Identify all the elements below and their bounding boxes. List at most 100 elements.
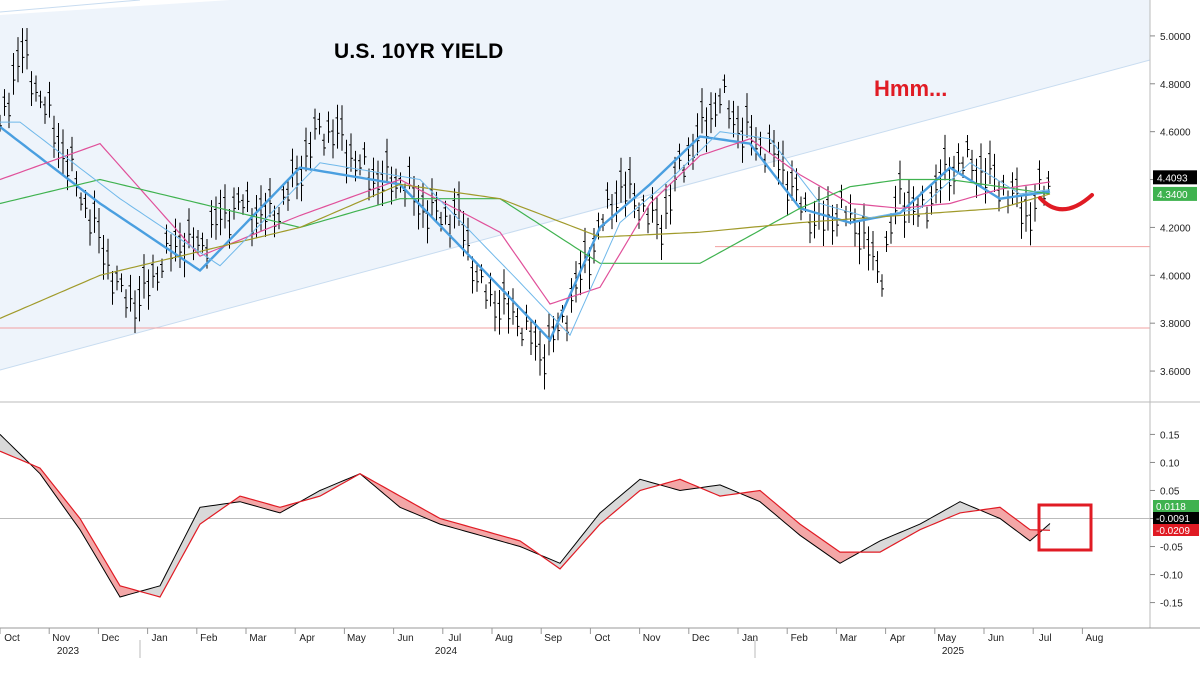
osc-fill-segment — [215, 504, 220, 514]
osc-fill-segment — [490, 532, 495, 540]
osc-fill-segment — [315, 490, 320, 498]
osc-fill-segment — [745, 491, 750, 498]
chart-title: U.S. 10YR YIELD — [334, 40, 504, 63]
osc-fill-segment — [1025, 525, 1030, 541]
osc-fill-segment — [200, 506, 205, 525]
osc-fill-segment — [715, 484, 720, 497]
price-tag-label: 4.3400 — [1157, 190, 1188, 201]
osc-fill-segment — [820, 538, 825, 553]
signal-line — [0, 450, 1051, 598]
price-tick-label: 4.0000 — [1160, 271, 1191, 282]
osc-fill-segment — [250, 498, 255, 506]
price-last-value-tag: 4.3400 — [1153, 186, 1197, 201]
month-label: May — [937, 633, 956, 644]
osc-fill-segment — [245, 497, 250, 505]
osc-fill-segment — [970, 505, 975, 512]
osc-fill-segment — [405, 498, 410, 512]
osc-fill-segment — [40, 468, 45, 481]
osc-fill-segment — [205, 505, 210, 521]
osc-fill-segment — [175, 546, 180, 570]
osc-fill-segment — [410, 501, 415, 514]
axes: 5.00004.80004.60004.40004.20004.00003.80… — [0, 0, 1200, 658]
osc-fill-segment — [985, 508, 990, 515]
osc-fill-segment — [10, 444, 15, 458]
osc-fill-segment — [15, 449, 20, 460]
osc-fill-segment — [275, 505, 280, 513]
osc-fill-segment — [110, 568, 115, 589]
price-tick-label: 3.6000 — [1160, 367, 1191, 378]
osc-fill-segment — [565, 550, 570, 564]
osc-fill-segment — [585, 525, 590, 541]
osc-fill-segment — [940, 510, 945, 522]
osc-fill-segment — [75, 512, 80, 530]
osc-fill-segment — [825, 541, 830, 557]
osc-fill-segment — [190, 517, 195, 543]
osc-tag-label: 0.0118 — [1156, 502, 1186, 513]
osc-fill-segment — [640, 479, 645, 491]
osc-fill-segment — [815, 534, 820, 550]
month-label: Oct — [595, 633, 611, 644]
osc-fill-segment — [260, 501, 265, 509]
year-label: 2023 — [57, 646, 80, 657]
osc-fill-segment — [505, 536, 510, 544]
osc-fill-segment — [115, 577, 120, 597]
osc-last-value-tag: 0.0118 — [1153, 500, 1199, 513]
month-label: Feb — [791, 633, 809, 644]
osc-fill-segment — [880, 538, 885, 553]
osc-fill-segment — [800, 524, 805, 539]
osc-fill-segment — [460, 524, 465, 532]
osc-fill-segment — [70, 505, 75, 523]
osc-fill-segment — [680, 479, 685, 491]
osc-fill-segment — [495, 533, 500, 541]
osc-fill-segment — [255, 500, 260, 508]
osc-fill-segment — [805, 527, 810, 543]
osc-fill-segment — [645, 480, 650, 490]
osc-fill-segment — [960, 501, 965, 513]
osc-tick-label: -0.10 — [1160, 571, 1183, 582]
osc-fill-segment — [955, 501, 960, 515]
osc-fill-segment — [450, 521, 455, 529]
month-label: Aug — [1086, 633, 1104, 644]
osc-tick-label: -0.05 — [1160, 543, 1183, 554]
osc-fill-segment — [890, 534, 895, 547]
osc-fill-segment — [1000, 507, 1005, 523]
price-tag-label: 4.4093 — [1157, 173, 1188, 184]
osc-fill-segment — [55, 486, 60, 502]
osc-fill-segment — [560, 557, 565, 569]
month-label: Mar — [249, 633, 267, 644]
month-label: Dec — [102, 633, 120, 644]
osc-fill-segment — [840, 552, 845, 564]
osc-fill-segment — [160, 575, 165, 597]
month-label: Oct — [4, 633, 20, 644]
osc-fill-segment — [50, 480, 55, 495]
osc-fill-segment — [875, 540, 880, 553]
month-label: Jun — [988, 633, 1004, 644]
osc-fill-segment — [675, 479, 680, 491]
osc-fill-segment — [755, 490, 760, 502]
osc-fill-segment — [750, 491, 755, 500]
osc-fill-segment — [150, 587, 155, 596]
osc-fill-segment — [1015, 518, 1020, 534]
price-tick-label: 4.6000 — [1160, 128, 1191, 139]
osc-fill-segment — [390, 490, 395, 504]
osc-last-value-tag: -0.0091 — [1153, 512, 1199, 525]
channel-upper-line — [0, 0, 141, 13]
price-last-value-tag: 4.4093 — [1153, 170, 1197, 185]
osc-fill-segment — [180, 536, 185, 561]
osc-fill-segment — [105, 560, 110, 581]
price-panel — [0, 0, 1151, 390]
month-label: Feb — [200, 633, 218, 644]
price-tag-bg — [1153, 170, 1197, 185]
osc-fill-segment — [690, 483, 695, 490]
osc-fill-segment — [500, 535, 505, 543]
osc-fill-segment — [0, 434, 5, 454]
osc-tag-bg — [1153, 512, 1199, 524]
month-label: Apr — [890, 633, 906, 644]
osc-tag-bg — [1153, 524, 1199, 536]
osc-tag-label: -0.0209 — [1156, 526, 1190, 537]
osc-fill-segment — [885, 536, 890, 550]
osc-fill-segment — [195, 507, 200, 534]
osc-fill-segment — [480, 529, 485, 537]
month-label: Mar — [840, 633, 858, 644]
